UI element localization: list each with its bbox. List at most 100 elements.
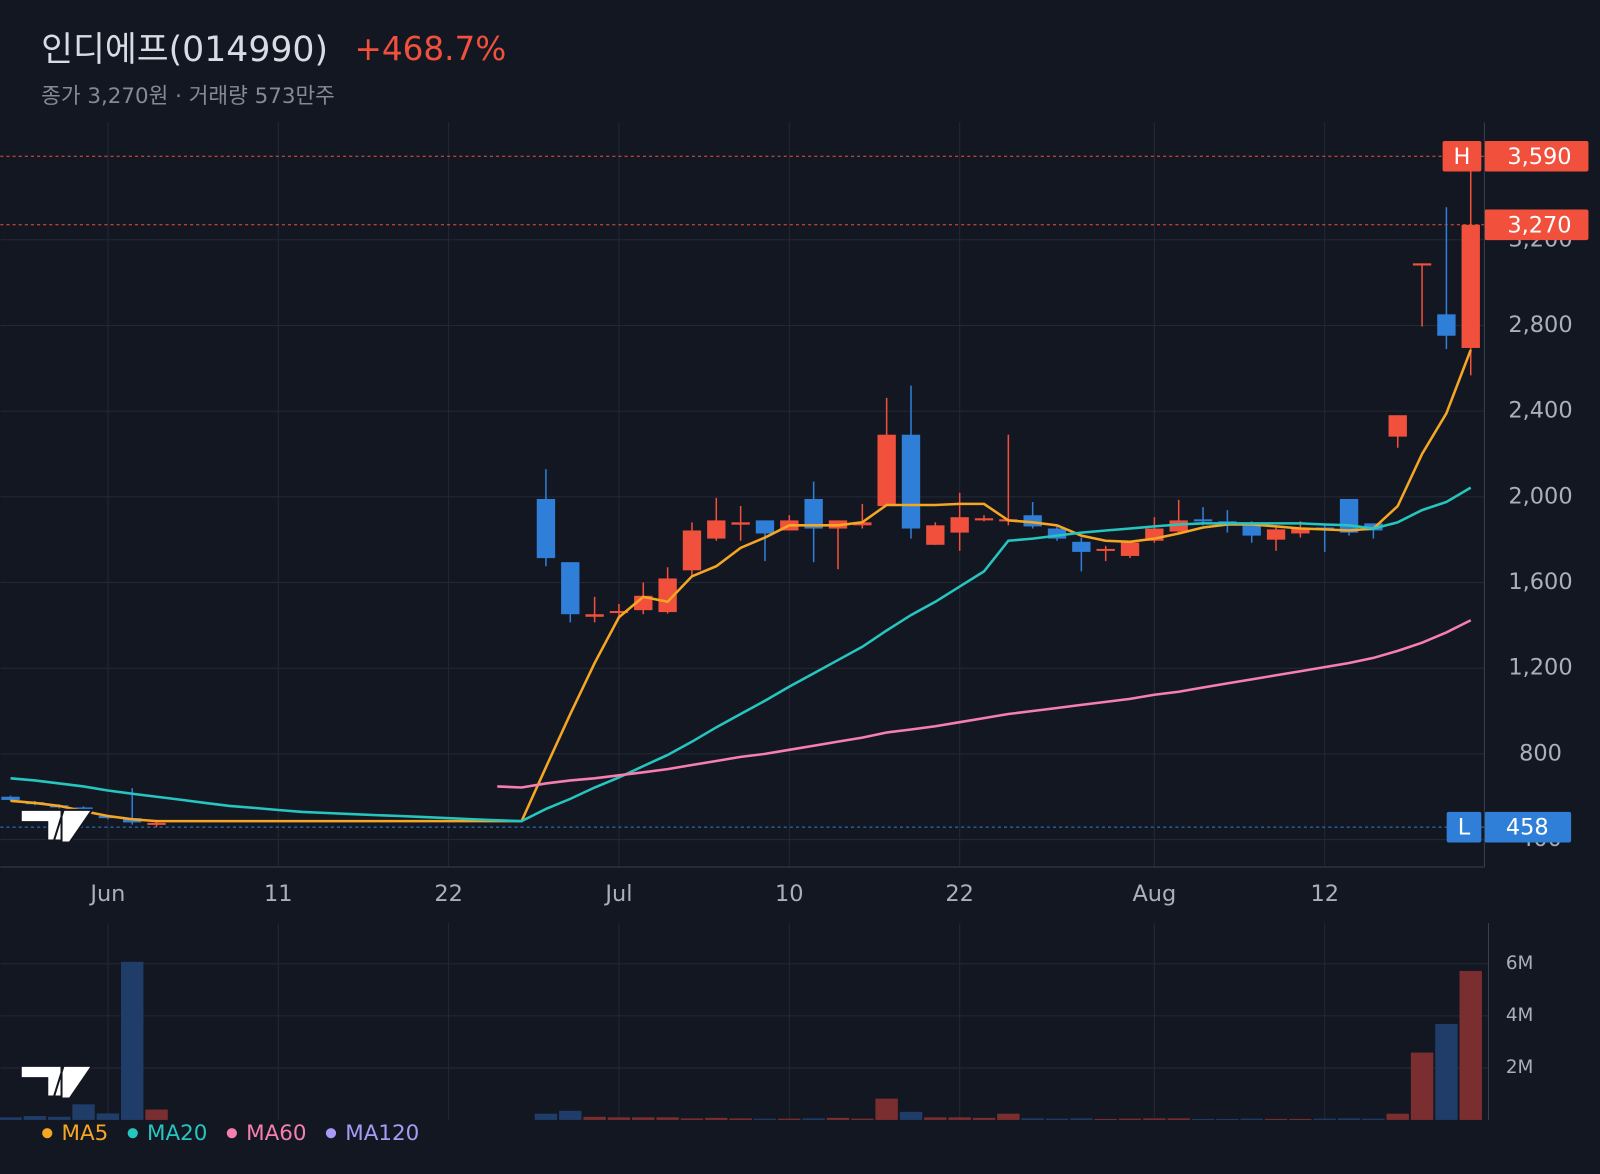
price-label: 3,590 (1507, 144, 1571, 170)
price-label-box (1484, 209, 1589, 241)
x-tick-label: 22 (945, 881, 974, 907)
volume-bar (1435, 1023, 1458, 1120)
logo-mark (19, 1064, 95, 1100)
candle-body (1339, 498, 1359, 533)
volume-bar (1386, 1113, 1409, 1120)
legend-label: MA120 (345, 1121, 419, 1146)
candle-body (950, 517, 969, 533)
x-tick-label: 22 (434, 881, 463, 907)
volume-bar (1216, 1118, 1239, 1120)
candle-body (1169, 520, 1188, 532)
candle-body (901, 434, 921, 529)
volume-bar (729, 1118, 752, 1120)
price-tag-box (1446, 811, 1482, 843)
volume-bar (1459, 970, 1482, 1120)
legend-label: MA60 (246, 1121, 306, 1146)
price-tag-box (1442, 140, 1482, 172)
volume-bar (972, 1117, 996, 1120)
x-tick-label: Jun (88, 881, 125, 907)
candle-body (804, 498, 823, 529)
volume-bar (924, 1117, 947, 1120)
volume-bar (1362, 1118, 1385, 1120)
volume-bar (1410, 1052, 1434, 1120)
candle-body (1461, 224, 1480, 348)
candle-body (877, 434, 896, 507)
volume-bar (583, 1116, 606, 1120)
ma-line (497, 619, 1472, 789)
logo-mark (19, 808, 95, 844)
candle-body (1096, 548, 1115, 551)
candle-body (1, 796, 20, 800)
volume-bar (899, 1111, 923, 1120)
legend-dot (42, 1128, 53, 1139)
chart-title: 인디에프(014990) (41, 30, 328, 70)
candle-body (1242, 523, 1261, 536)
volume-bar (997, 1113, 1020, 1120)
candle-body (536, 498, 556, 559)
ma-line (10, 486, 1472, 823)
candle-body (1291, 527, 1310, 534)
volume-bar (145, 1109, 168, 1120)
volume-bar (1313, 1118, 1336, 1120)
price-label-box (1484, 811, 1572, 843)
candle-body (1023, 515, 1042, 527)
price-label: 458 (1506, 815, 1549, 841)
legend-label: MA20 (147, 1121, 207, 1146)
volume-bar (1167, 1118, 1190, 1120)
candle-body (1266, 529, 1286, 540)
volume-bar (632, 1117, 655, 1120)
plot (0, 155, 1485, 1120)
volume-tick-label: 4M (1506, 1005, 1534, 1026)
candle-body (561, 562, 580, 615)
volume-bar (705, 1117, 728, 1120)
volume-bar (72, 1104, 95, 1120)
y-tick-label: 2,800 (1508, 312, 1572, 338)
volume-bar (1264, 1118, 1288, 1120)
volume-tick-label: 6M (1506, 953, 1534, 974)
volume-bar (826, 1117, 850, 1120)
candle-body (1412, 263, 1432, 266)
volume-bar (0, 1117, 22, 1120)
candle-body (731, 522, 750, 525)
volume-bar (607, 1117, 631, 1120)
volume-bar (1045, 1118, 1069, 1120)
overlay: 4008001,2001,6002,0002,4002,8003,2002M4M… (42, 140, 1589, 1146)
volume-bar (1191, 1118, 1215, 1120)
volume-bar (47, 1116, 71, 1120)
price-label: 3,270 (1507, 212, 1571, 238)
candle-body (974, 518, 994, 521)
volume-bar (1143, 1118, 1166, 1120)
candle-body (1047, 528, 1067, 539)
legend-dot (226, 1128, 237, 1139)
logo (19, 808, 95, 1100)
legend-dot (325, 1128, 337, 1139)
volume-bar (1289, 1118, 1312, 1120)
volume-bar (680, 1118, 704, 1120)
price-tag: H (1454, 144, 1471, 170)
candle-body (1072, 541, 1091, 552)
candle-body (609, 611, 629, 614)
volume-bar (778, 1118, 801, 1120)
volume-bar (534, 1113, 558, 1120)
volume-bar (851, 1118, 874, 1120)
candle-body (658, 578, 677, 613)
x-tick-label: 11 (264, 881, 293, 907)
volume-bar (1070, 1118, 1093, 1120)
candle-body (926, 525, 945, 545)
x-tick-label: Jul (603, 881, 632, 907)
volume-bar (1337, 1118, 1361, 1120)
volume-tick-label: 2M (1506, 1057, 1534, 1078)
volume-bar (559, 1110, 582, 1120)
volume-bar (96, 1113, 120, 1120)
price-tag: L (1458, 815, 1471, 841)
volume-bar (802, 1118, 825, 1120)
volume-bar (1240, 1118, 1263, 1120)
x-tick-label: 12 (1310, 881, 1339, 907)
x-tick-label: 10 (775, 881, 804, 907)
y-tick-label: 2,000 (1508, 483, 1572, 509)
candle-body (755, 520, 775, 534)
chart-subtitle: 종가 3,270원 · 거래량 573만주 (41, 84, 335, 109)
candle-body (147, 822, 166, 825)
y-tick-label: 2,400 (1508, 398, 1572, 424)
